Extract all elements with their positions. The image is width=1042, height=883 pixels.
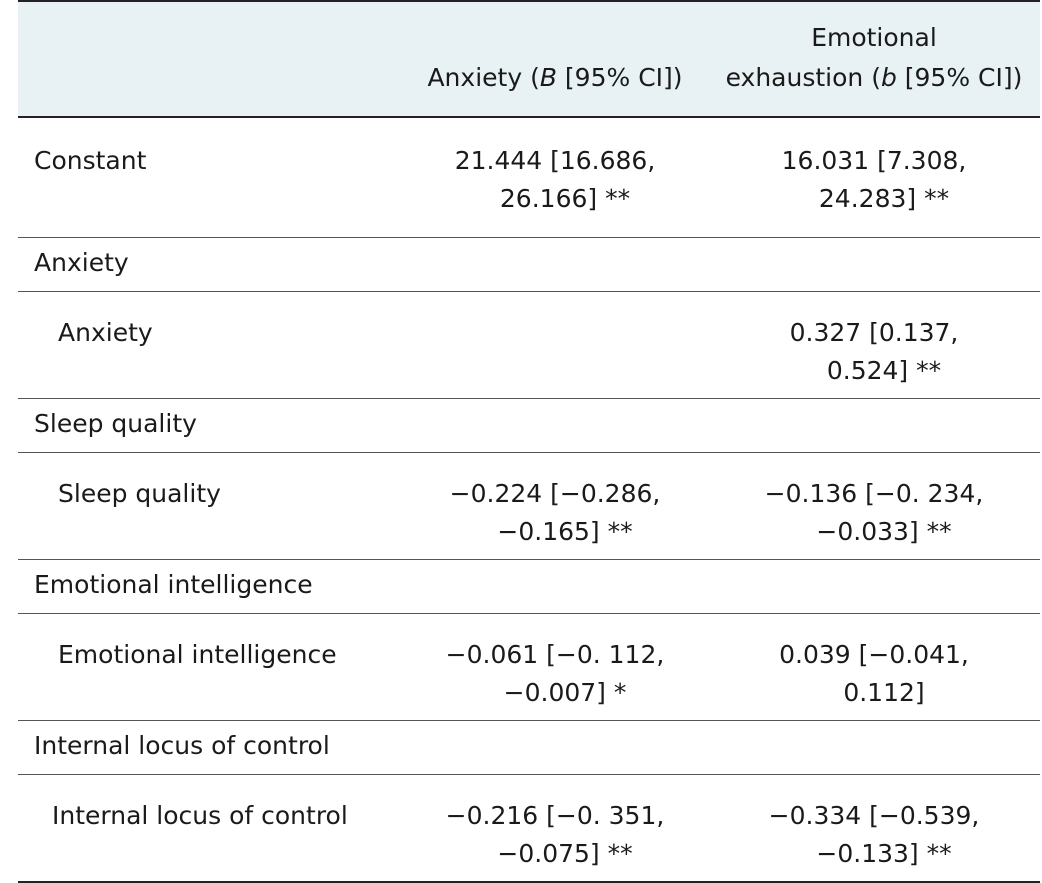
header-exhaustion-line2: exhaustion (b [95% CI])	[725, 63, 1023, 92]
anxiety-value: −0.216 [−0. 351, −0.075] **	[445, 801, 665, 868]
anxiety-value: −0.061 [−0. 112, −0.007] *	[445, 640, 665, 707]
row-label: Emotional intelligence	[58, 640, 337, 669]
header-exhaustion: Emotional exhaustion (b [95% CI])	[708, 2, 1040, 116]
anxiety-value: 21.444 [16.686, 26.166] **	[454, 146, 656, 213]
section-label: Anxiety	[34, 248, 129, 277]
section-label: Emotional intelligence	[34, 570, 313, 599]
section-row-ei: Emotional intelligence	[18, 560, 1040, 614]
table-row-ei: Emotional intelligence −0.061 [−0. 112, −…	[18, 614, 1040, 721]
table-row-constant: Constant 21.444 [16.686, 26.166] ** 16.03…	[18, 118, 1040, 238]
section-row-locus: Internal locus of control	[18, 721, 1040, 775]
row-label: Sleep quality	[58, 479, 221, 508]
section-label: Sleep quality	[34, 409, 197, 438]
header-exhaustion-line1: Emotional	[811, 23, 937, 52]
table-row-anxiety: Anxiety 0.327 [0.137, 0.524] **	[18, 292, 1040, 399]
row-label: Internal locus of control	[52, 801, 348, 830]
header-anxiety-label: Anxiety (B [95% CI])	[427, 63, 683, 92]
section-row-sleep: Sleep quality	[18, 399, 1040, 453]
row-label: Constant	[34, 146, 147, 175]
header-anxiety: Anxiety (B [95% CI])	[390, 2, 720, 116]
exhaustion-value: 0.327 [0.137, 0.524] **	[789, 318, 959, 385]
exhaustion-value: −0.334 [−0.539, −0.133] **	[768, 801, 980, 868]
results-table: Anxiety (B [95% CI]) Emotional exhaustio…	[18, 0, 1040, 883]
anxiety-value: −0.224 [−0.286, −0.165] **	[449, 479, 661, 546]
section-label: Internal locus of control	[34, 731, 330, 760]
table-row-sleep: Sleep quality −0.224 [−0.286, −0.165] ** …	[18, 453, 1040, 560]
table-header: Anxiety (B [95% CI]) Emotional exhaustio…	[18, 0, 1040, 118]
table-row-locus: Internal locus of control −0.216 [−0. 35…	[18, 775, 1040, 883]
exhaustion-value: −0.136 [−0. 234, −0.033] **	[764, 479, 984, 546]
section-row-anxiety: Anxiety	[18, 238, 1040, 292]
exhaustion-value: 16.031 [7.308, 24.283] **	[781, 146, 967, 213]
exhaustion-value: 0.039 [−0.041, 0.112]	[779, 640, 969, 707]
row-label: Anxiety	[58, 318, 153, 347]
